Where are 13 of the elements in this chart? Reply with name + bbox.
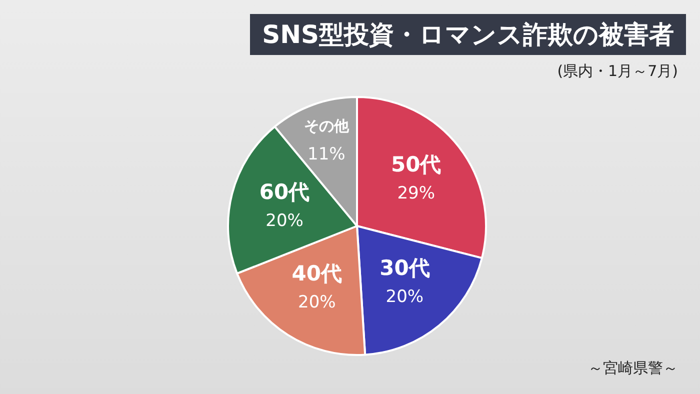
data-label: 20% — [298, 292, 336, 313]
slice-label: 40代 — [292, 262, 342, 286]
data-label: 20% — [266, 210, 304, 231]
data-label: 29% — [397, 184, 436, 204]
text: (県内・1月～7月) — [557, 62, 678, 81]
text: ～宮崎県警～ — [588, 359, 678, 378]
slice-label: 60代 — [259, 180, 310, 204]
slice-label: 50代 — [391, 152, 442, 177]
data-label: 20% — [386, 287, 424, 308]
chart-title: SNS型投資・ロマンス詐欺の被害者 — [250, 14, 686, 55]
slice-label: その他 — [304, 116, 350, 135]
slice-label: 30代 — [380, 256, 430, 280]
data-label: 11% — [308, 144, 346, 164]
